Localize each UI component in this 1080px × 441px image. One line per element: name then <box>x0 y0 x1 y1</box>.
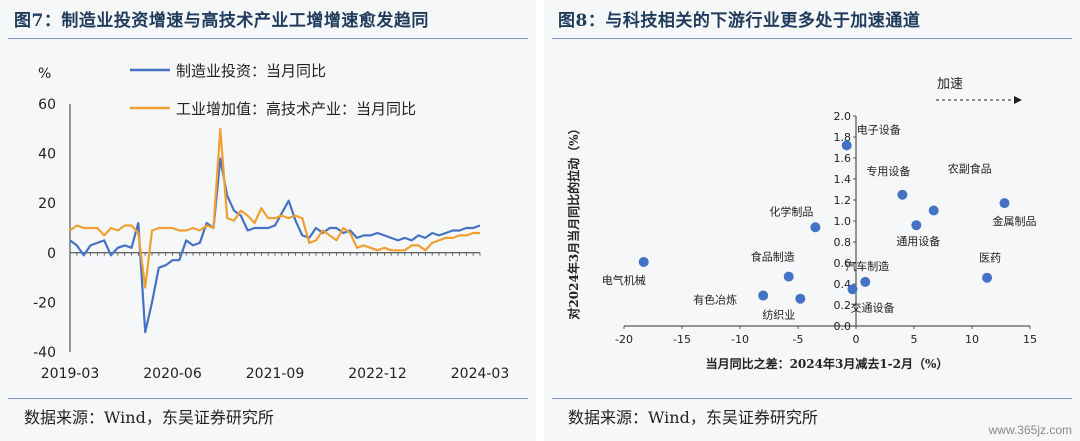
legend-label-1: 工业增加值：高技术产业：当月同比 <box>176 100 416 118</box>
scatter-y-tick-label: 1.4 <box>834 173 852 186</box>
scatter-point-label: 纺织业 <box>762 308 795 322</box>
scatter-chart-svg: 0.00.20.40.60.81.01.21.41.61.82.0-20 -15-… <box>566 77 1037 371</box>
scatter-point-label: 通用设备 <box>896 234 940 248</box>
right-title-rule <box>552 38 1072 39</box>
scatter-y-tick-label: 0.0 <box>834 320 852 333</box>
accelerate-label: 加速 <box>937 77 963 92</box>
line-chart-svg: % 60 40 20 0 -20 -40 2019-03 2020-06 2021-09 2022-… <box>33 62 510 382</box>
scatter-point <box>860 276 871 287</box>
legend-label-0: 制造业投资：当月同比 <box>176 62 326 80</box>
scatter-y-tick-label: 0.2 <box>834 299 852 312</box>
scatter-x-tick-label: 10 <box>965 333 979 346</box>
scatter-x-tick-label: 15 <box>1023 333 1037 346</box>
scatter-x-axis-title: 当月同比之差：2024年3月减去1-2月（%） <box>706 356 949 371</box>
scatter-point <box>810 222 821 233</box>
scatter-point-label: 金属制品 <box>992 214 1036 228</box>
right-chart-title: 图8：与科技相关的下游行业更多处于加速通道 <box>558 11 921 31</box>
scatter-point <box>795 293 806 304</box>
scatter-x-tick-label: -15 <box>673 333 691 346</box>
scatter-point <box>897 189 908 200</box>
scatter-point <box>638 256 649 267</box>
y-tick-label: -20 <box>33 295 56 311</box>
scatter-x-tick-label: 5 <box>911 333 918 346</box>
y-tick-label: 40 <box>38 147 56 163</box>
scatter-y-tick-label: 1.6 <box>834 152 852 165</box>
scatter-point <box>911 220 922 231</box>
scatter-point-label: 有色冶炼 <box>693 293 737 307</box>
right-chart-panel: 图8：与科技相关的下游行业更多处于加速通道 0.0 0.2 0.4 0.6 0.8 1.0… <box>544 0 1080 441</box>
scatter-point <box>783 271 794 282</box>
right-bottom-rule <box>552 398 1072 399</box>
scatter-y-axis-title: 对2024年3月当月同比的拉动（%） <box>566 122 581 319</box>
scatter-point <box>841 140 852 151</box>
left-chart-panel: 图7：制造业投资增速与高技术产业工增增速愈发趋同 % 60 40 20 0 -20 -40 2… <box>0 0 536 441</box>
scatter-x-tick-label: -20 <box>615 333 633 346</box>
scatter-point-label: 农副食品 <box>948 162 992 176</box>
y-tick-label: 20 <box>38 196 56 212</box>
scatter-y-tick-label: 1.2 <box>834 194 852 207</box>
scatter-point <box>758 290 769 301</box>
right-source-note: 数据来源：Wind，东吴证券研究所 <box>568 408 818 427</box>
scatter-point-label: 交通设备 <box>851 300 895 314</box>
x-tick-label: 2019-03 <box>41 366 100 382</box>
scatter-x-tick-label: 0 <box>853 333 860 346</box>
y-tick-label: -40 <box>33 345 56 361</box>
scatter-point-label: 电子设备 <box>857 122 901 136</box>
scatter-point <box>999 198 1010 209</box>
left-title-rule <box>8 38 528 39</box>
x-tick-label: 2024-03 <box>451 366 510 382</box>
series-line-1 <box>69 127 480 289</box>
watermark: www.365jz.com <box>988 423 1072 437</box>
scatter-point-label: 医药 <box>979 252 1001 265</box>
scatter-point-label: 电气机械 <box>602 273 646 287</box>
left-source-note: 数据来源：Wind，东吴证券研究所 <box>24 408 274 427</box>
series-line-0 <box>69 157 481 334</box>
scatter-y-tick-label: 0.6 <box>834 257 852 270</box>
scatter-point-label: 化学制品 <box>769 204 813 218</box>
scatter-point-label: 食品制造 <box>751 250 795 264</box>
x-tick-label: 2021-09 <box>246 366 305 382</box>
scatter-point <box>982 272 993 283</box>
left-bottom-rule <box>8 398 528 399</box>
x-tick-label: 2020-06 <box>143 366 202 382</box>
scatter-point-label: 汽车制造 <box>845 259 889 273</box>
x-tick-label: 2022-12 <box>348 366 407 382</box>
accelerate-arrow-head <box>1014 96 1022 104</box>
scatter-y-tick-label: 0.8 <box>834 236 852 249</box>
y-tick-label: 60 <box>38 97 56 113</box>
scatter-y-tick-label: 1.0 <box>834 215 852 228</box>
scatter-x-tick-label: -5 <box>793 333 804 346</box>
scatter-point <box>847 284 858 295</box>
y-tick-label: 0 <box>47 246 56 262</box>
scatter-x-tick-label: -10 <box>731 333 749 346</box>
scatter-point <box>928 205 939 216</box>
scatter-y-tick-label: 0.4 <box>834 278 852 291</box>
scatter-y-tick-label: 2.0 <box>834 110 852 123</box>
y-axis-unit-label: % <box>38 66 51 82</box>
left-chart-title: 图7：制造业投资增速与高技术产业工增增速愈发趋同 <box>14 11 429 31</box>
scatter-point-label: 专用设备 <box>866 164 910 178</box>
